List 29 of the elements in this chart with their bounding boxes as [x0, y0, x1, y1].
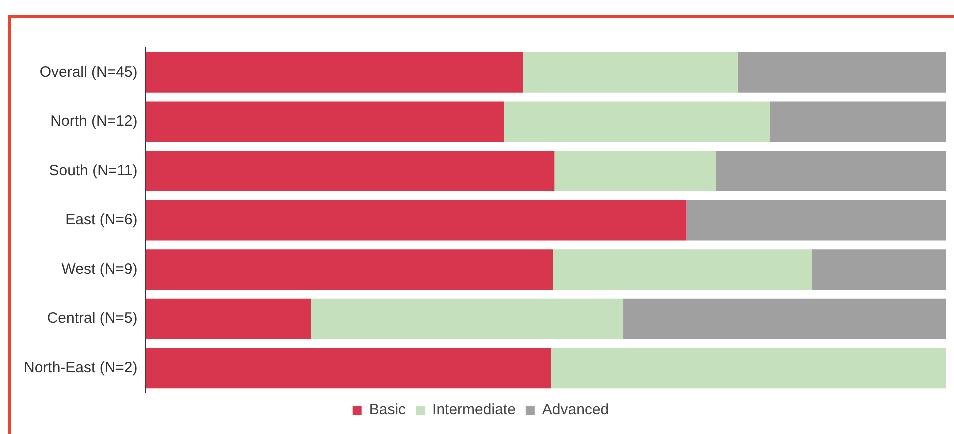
y-tick-label: West (N=9)	[62, 260, 138, 278]
bar	[686, 200, 946, 241]
bar	[812, 250, 946, 290]
bar	[770, 102, 946, 142]
legend-label: Basic	[369, 402, 407, 419]
bar	[553, 250, 812, 290]
bar	[523, 52, 738, 93]
bar	[146, 348, 552, 389]
y-tick-label: North (N=12)	[50, 113, 138, 130]
y-tick-label: Overall (N=45)	[40, 64, 138, 81]
bar	[554, 151, 716, 192]
bar	[146, 200, 687, 241]
bar	[146, 298, 312, 340]
bar	[551, 348, 946, 389]
y-tick-label: Central (N=5)	[47, 310, 138, 328]
bar	[146, 102, 504, 142]
bar	[504, 102, 770, 142]
bar	[146, 52, 524, 93]
y-tick-label: North-East (N=2)	[24, 360, 138, 376]
legend-label: Intermediate	[432, 402, 516, 419]
bar	[624, 298, 946, 340]
bar	[716, 151, 946, 192]
y-tick-label: South (N=11)	[49, 162, 138, 180]
bar	[146, 151, 555, 192]
y-tick-label: East (N=6)	[66, 212, 138, 229]
bar	[738, 52, 946, 93]
legend-label: Advanced	[542, 402, 610, 419]
bar	[311, 298, 624, 340]
bar	[146, 250, 554, 290]
